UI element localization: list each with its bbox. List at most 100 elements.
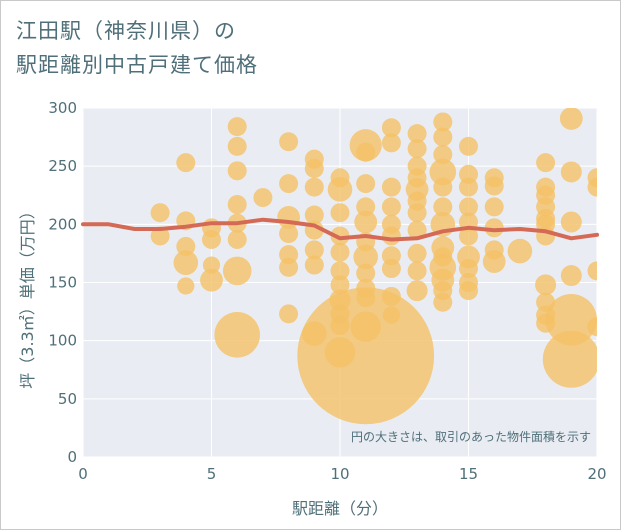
x-tick-label: 0 <box>78 465 88 483</box>
bubble-point <box>353 244 379 270</box>
bubble-point <box>429 158 457 186</box>
bubble-point <box>356 263 376 283</box>
x-tick-label: 10 <box>330 465 349 483</box>
bubble-point <box>173 250 199 276</box>
bubble-point <box>150 226 170 246</box>
bubble-point <box>536 153 556 173</box>
bubble-point <box>304 177 324 197</box>
bubble-point <box>356 142 376 162</box>
bubble-point <box>559 108 583 130</box>
chart-title-line1: 江田駅（神奈川県）の <box>16 19 236 43</box>
chart-title-line2: 駅距離別中古戸建て価格 <box>16 53 258 77</box>
bubble-point <box>587 177 597 197</box>
bubble-point <box>407 203 427 223</box>
y-tick-labels: 0 50 100 150 200 250 300 <box>48 99 77 466</box>
y-axis-title: 坪（3.3㎡）単価（万円） <box>18 203 37 388</box>
bubble-point <box>381 177 401 197</box>
bubble-point <box>407 243 427 263</box>
bubble-point <box>407 261 427 281</box>
bubble-point <box>176 236 196 256</box>
bubble-point <box>459 197 478 217</box>
y-tick-label: 200 <box>48 215 77 233</box>
bubble-point <box>304 205 324 225</box>
bubble-point <box>176 153 196 173</box>
bubble-point <box>227 136 247 156</box>
bubble-point <box>200 268 223 292</box>
bubble-point <box>433 145 453 165</box>
bubble-point <box>407 220 427 240</box>
bubble-point <box>304 255 324 275</box>
y-tick-label: 250 <box>48 157 77 175</box>
x-tick-label: 5 <box>207 465 217 483</box>
bubble-point <box>381 133 401 153</box>
bubble-point <box>356 174 376 194</box>
bubble-point <box>484 218 504 238</box>
bubble-point <box>382 306 400 324</box>
bubble-point <box>202 256 221 274</box>
bubble-point <box>433 112 453 132</box>
bubble-point <box>330 261 350 281</box>
x-tick-label: 20 <box>587 465 606 483</box>
bubble-point <box>407 124 427 144</box>
bubble-point <box>406 280 428 302</box>
size-legend-note: 円の大きさは、取引のあった物件面積を示す <box>351 429 591 444</box>
bubble-point <box>560 161 582 183</box>
bubble-point <box>381 259 401 279</box>
bubble-point <box>459 259 478 279</box>
bubble-point <box>459 177 478 197</box>
x-tick-label: 15 <box>459 465 478 483</box>
bubble-point <box>297 287 435 425</box>
bubble-point <box>433 127 453 147</box>
bubble-point <box>227 117 247 137</box>
y-tick-label: 100 <box>48 332 77 350</box>
bubble-point <box>433 292 453 312</box>
bubble-point <box>227 195 247 215</box>
bubble-point <box>202 229 221 249</box>
bubble-point <box>459 136 478 156</box>
y-tick-label: 50 <box>58 390 77 408</box>
bubble-point <box>381 197 401 217</box>
bubble-point <box>535 274 557 296</box>
bubble-point <box>214 312 260 358</box>
bubble-point <box>279 304 299 324</box>
chart-title: 江田駅（神奈川県）の 駅距離別中古戸建て価格 <box>16 14 436 82</box>
bubble-point <box>330 203 350 223</box>
bubble-point <box>304 240 324 260</box>
bubble-point <box>354 210 378 234</box>
trend-line <box>81 217 599 242</box>
bubble-point <box>482 250 506 273</box>
bubble-point <box>381 118 401 138</box>
bubble-point <box>327 177 353 202</box>
bubble-point <box>587 317 597 337</box>
y-tick-label: 150 <box>48 274 77 292</box>
trend-series <box>81 217 599 242</box>
bubble-point <box>279 224 299 244</box>
bubble-point <box>253 188 273 208</box>
bubble-point <box>560 265 582 287</box>
bubble-point <box>407 139 427 159</box>
bubble-point <box>459 226 478 246</box>
bubble-point <box>381 286 401 306</box>
y-tick-label: 300 <box>48 99 77 117</box>
x-axis-title: 駅距離（分） <box>292 499 388 518</box>
bubble-point <box>381 226 401 246</box>
bubble-point <box>356 197 376 217</box>
bubble-point <box>177 277 195 295</box>
bubble-point <box>542 330 597 388</box>
bubble-point <box>222 256 252 286</box>
bubble-point <box>227 161 247 181</box>
bubble-series <box>150 108 597 425</box>
bubble-point <box>304 158 324 178</box>
bubble-point <box>459 281 478 301</box>
bubble-point <box>330 226 350 246</box>
bubble-point <box>587 261 597 281</box>
bubble-point <box>484 176 504 196</box>
y-tick-label: 0 <box>67 448 77 466</box>
bubble-point <box>330 242 350 262</box>
bubble-point <box>545 294 597 346</box>
bubble-point <box>279 174 299 194</box>
bubble-point <box>433 177 453 197</box>
bubble-point <box>330 275 350 295</box>
bubble-point <box>433 197 453 217</box>
